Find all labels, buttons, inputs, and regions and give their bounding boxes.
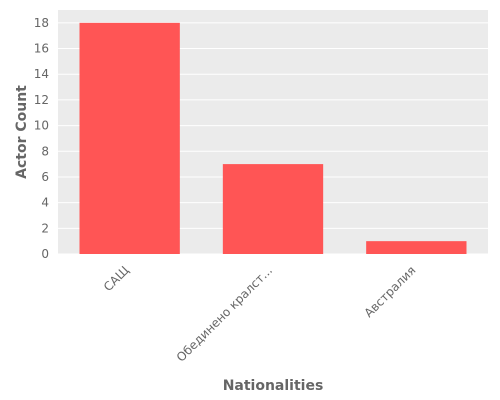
y-tick-label: 0 xyxy=(41,247,49,261)
bar xyxy=(366,241,467,254)
bar xyxy=(79,22,180,255)
y-tick-label: 16 xyxy=(34,42,49,56)
y-axis-title: Actor Count xyxy=(14,85,30,179)
x-tick-label: Австралия xyxy=(362,263,419,320)
x-axis: САЩ Обединено кралст... Австралия xyxy=(101,263,419,364)
y-tick-label: 8 xyxy=(41,144,49,158)
y-axis: 0 2 4 6 8 10 12 14 16 18 xyxy=(34,16,49,261)
bar xyxy=(222,164,324,254)
y-tick-label: 10 xyxy=(34,119,49,133)
x-tick-label: Обединено кралст... xyxy=(174,263,275,364)
x-tick-label: САЩ xyxy=(101,263,132,294)
bars xyxy=(79,22,467,255)
y-tick-label: 6 xyxy=(41,170,49,184)
x-axis-title: Nationalities xyxy=(223,378,324,394)
y-tick-label: 2 xyxy=(41,221,49,235)
y-tick-label: 14 xyxy=(34,67,49,81)
y-tick-label: 12 xyxy=(34,93,49,107)
y-tick-label: 4 xyxy=(41,196,49,210)
y-tick-label: 18 xyxy=(34,16,49,30)
